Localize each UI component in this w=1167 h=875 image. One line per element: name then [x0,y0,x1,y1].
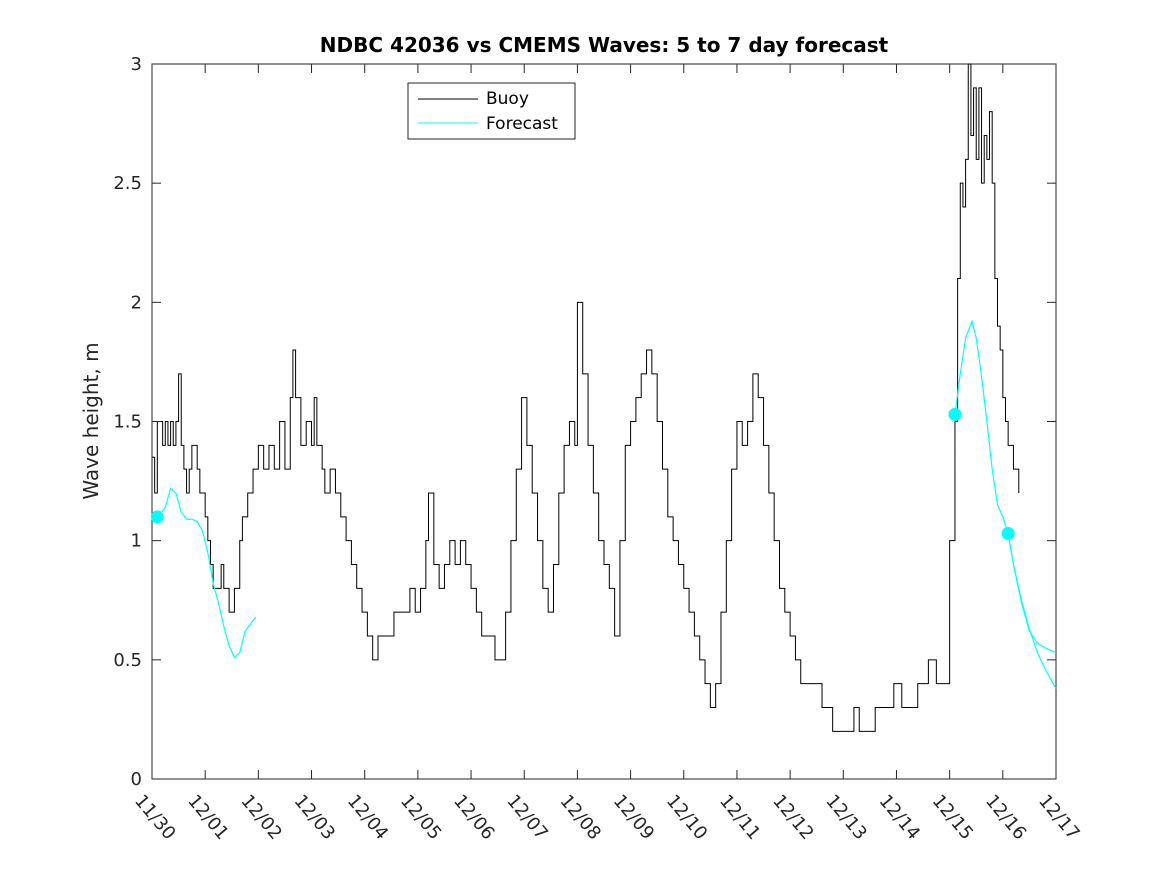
x-tick-label: 12/16 [981,791,1030,844]
x-tick-label: 12/13 [821,791,870,844]
y-tick-label: 0 [131,769,142,790]
forecast-start-marker-0 [150,510,164,524]
x-tick-label: 12/05 [396,791,445,844]
buoy-series-line [152,63,1020,732]
x-tick-label: 12/14 [875,791,924,844]
x-tick-label: 12/12 [768,791,817,844]
x-tick-label: 12/08 [556,791,605,844]
y-tick-label: 1.5 [113,412,142,433]
x-tick-label: 12/11 [715,791,764,844]
y-tick-label: 1 [131,531,142,552]
y-tick-label: 2.5 [113,173,142,194]
x-tick-label: 12/06 [449,791,498,844]
forecast-series-line-0 [156,487,257,659]
legend-box [407,82,576,140]
series-layer [150,63,1057,732]
y-tick-label: 0.5 [113,650,142,671]
forecast-series-line-2 [1007,533,1057,689]
x-tick-label: 12/04 [343,791,392,844]
x-tick-label: 12/03 [290,791,339,844]
legend: Buoy Forecast [407,82,576,140]
chart-title: NDBC 42036 vs CMEMS Waves: 5 to 7 day fo… [320,33,889,57]
y-axis-label: Wave height, m [79,342,103,499]
y-tick-labels: 0 0.5 1 1.5 2 2.5 3 [113,54,142,790]
forecast-start-marker-2 [1001,527,1015,541]
legend-buoy-label: Buoy [486,89,529,109]
x-tick-label: 12/09 [609,791,658,844]
x-tick-label: 12/01 [183,791,232,844]
x-tick-labels: 11/30 12/01 12/02 12/03 12/04 12/05 12/06 12/07… [130,791,1083,844]
x-tick-label: 11/30 [130,791,179,844]
x-tick-label: 12/17 [1034,791,1083,844]
y-tick-label: 2 [131,292,142,313]
x-tick-label: 12/07 [502,791,551,844]
x-tick-label: 12/02 [237,791,286,844]
legend-forecast-label: Forecast [486,114,558,134]
axis-ticks [151,63,1057,780]
plot-area [151,63,1057,780]
forecast-start-marker-1 [948,407,962,421]
x-tick-label: 12/15 [928,791,977,844]
x-tick-label: 12/10 [662,791,711,844]
y-tick-label: 3 [131,54,142,75]
